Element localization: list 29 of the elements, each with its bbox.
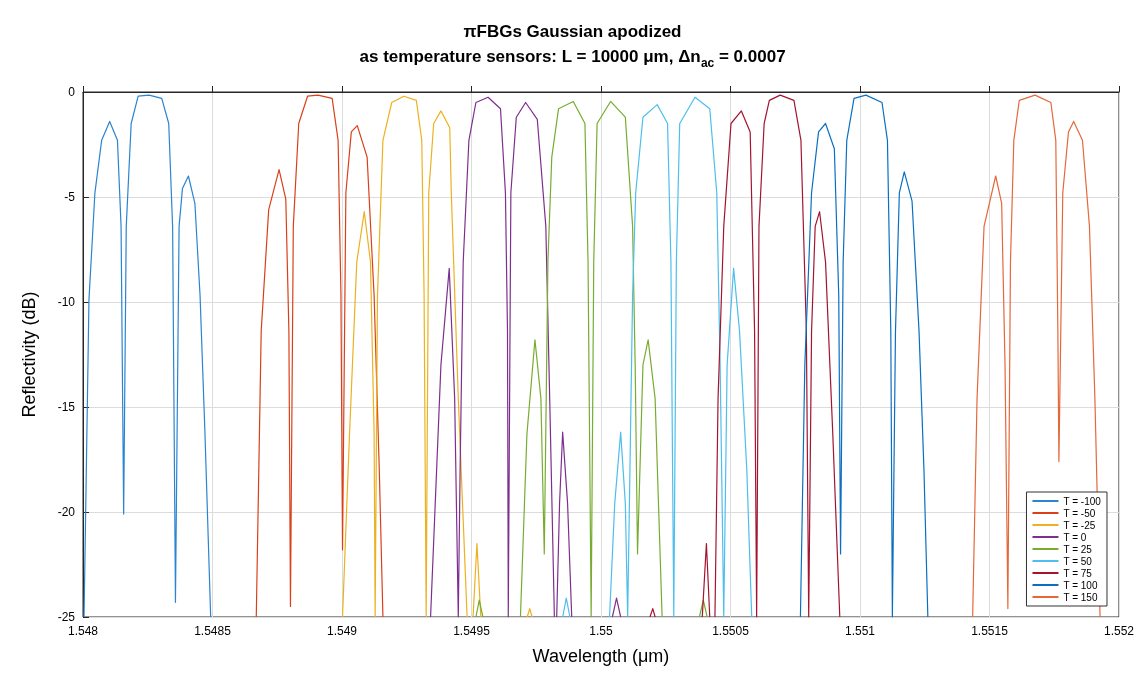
legend-label: T = 150 [1063, 591, 1098, 603]
x-tick-label: 1.551 [844, 624, 876, 638]
y-tick-label: -20 [57, 505, 76, 519]
line-series [799, 94, 929, 618]
x-tick-label: 1.548 [67, 624, 99, 638]
legend-label: T = -50 [1063, 507, 1096, 519]
y-tick-label: 0 [68, 85, 76, 99]
x-axis-title: Wavelength (μm) [532, 646, 670, 666]
x-tick-label: 1.55 [589, 624, 613, 638]
x-tick-label: 1.5485 [194, 624, 232, 638]
line-series [255, 94, 384, 618]
y-tick-label: -25 [57, 610, 76, 624]
legend-label: T = -25 [1063, 519, 1096, 531]
y-tick-label: -15 [57, 400, 76, 414]
x-tick-label: 1.552 [1103, 624, 1135, 638]
legend-label: T = 25 [1063, 543, 1093, 555]
x-tick-label: 1.549 [326, 624, 358, 638]
x-tick-label: 1.5515 [971, 624, 1009, 638]
legend-label: T = 50 [1063, 555, 1093, 567]
x-tick-label: 1.5505 [712, 624, 750, 638]
x-tick-label: 1.5495 [453, 624, 491, 638]
y-tick-label: -10 [57, 295, 76, 309]
y-tick-label: -5 [64, 190, 76, 204]
legend-label: T = -100 [1063, 495, 1102, 507]
line-series [972, 94, 1101, 618]
y-axis-title: Reflectivity (dB) [19, 291, 39, 418]
legend-label: T = 100 [1063, 579, 1098, 591]
legend-label: T = 0 [1063, 531, 1087, 543]
legend-label: T = 75 [1063, 567, 1093, 579]
